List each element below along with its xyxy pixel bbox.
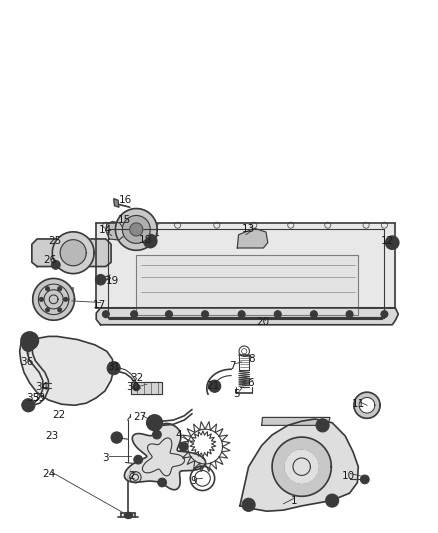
Circle shape (316, 419, 329, 432)
Circle shape (166, 311, 173, 318)
Text: 32: 32 (131, 373, 144, 383)
Circle shape (386, 236, 399, 249)
Ellipse shape (124, 512, 133, 519)
Circle shape (360, 475, 369, 484)
Text: 26: 26 (43, 255, 57, 265)
Text: 30: 30 (126, 382, 139, 392)
Text: 36: 36 (20, 357, 33, 367)
Polygon shape (20, 336, 114, 405)
Text: 1: 1 (290, 496, 297, 506)
Text: 17: 17 (93, 300, 106, 310)
Polygon shape (136, 255, 358, 315)
Circle shape (102, 311, 110, 318)
Text: 8: 8 (248, 354, 255, 364)
Text: 23: 23 (45, 431, 58, 441)
Polygon shape (285, 450, 318, 483)
Text: 15: 15 (117, 215, 131, 225)
Text: 2: 2 (128, 471, 134, 481)
Text: 34: 34 (35, 382, 48, 392)
Circle shape (144, 235, 157, 248)
Text: 14: 14 (99, 225, 113, 236)
Polygon shape (110, 317, 382, 319)
Circle shape (95, 274, 106, 285)
Text: 10: 10 (342, 471, 355, 481)
Circle shape (57, 287, 62, 291)
Text: 5: 5 (233, 389, 240, 399)
Circle shape (311, 311, 318, 318)
Polygon shape (106, 222, 124, 240)
Polygon shape (131, 382, 162, 393)
Circle shape (39, 297, 44, 302)
Circle shape (57, 308, 62, 312)
Text: 12: 12 (381, 236, 395, 246)
Polygon shape (272, 437, 331, 496)
Polygon shape (359, 398, 375, 413)
Text: 18: 18 (138, 235, 152, 245)
Circle shape (152, 430, 161, 439)
Polygon shape (237, 228, 268, 248)
Text: 22: 22 (52, 410, 65, 420)
Circle shape (107, 362, 120, 375)
Circle shape (180, 442, 188, 451)
Circle shape (238, 311, 245, 318)
Polygon shape (96, 308, 398, 325)
Polygon shape (52, 232, 94, 273)
Circle shape (22, 399, 35, 412)
Text: 7: 7 (229, 361, 235, 371)
Circle shape (133, 384, 140, 391)
Text: 9: 9 (191, 476, 197, 486)
Circle shape (201, 311, 208, 318)
Circle shape (131, 311, 138, 318)
Text: 27: 27 (133, 413, 146, 423)
Text: 31: 31 (107, 362, 120, 372)
Circle shape (242, 498, 255, 511)
Circle shape (22, 338, 35, 351)
Polygon shape (114, 199, 119, 207)
Text: 3: 3 (102, 453, 109, 463)
Polygon shape (32, 239, 111, 266)
Circle shape (51, 261, 60, 269)
Circle shape (67, 246, 80, 259)
Circle shape (158, 478, 166, 487)
Circle shape (346, 311, 353, 318)
Polygon shape (130, 223, 143, 236)
Polygon shape (96, 223, 395, 308)
Text: 24: 24 (42, 469, 56, 479)
Polygon shape (116, 208, 157, 251)
Text: 20: 20 (256, 317, 269, 327)
Circle shape (208, 380, 221, 392)
Circle shape (64, 297, 68, 302)
Polygon shape (60, 240, 86, 266)
Circle shape (111, 432, 122, 443)
Text: 4: 4 (176, 430, 182, 440)
Text: 35: 35 (26, 393, 39, 403)
Circle shape (274, 311, 281, 318)
Text: 6: 6 (247, 378, 254, 388)
Circle shape (134, 455, 142, 464)
Polygon shape (122, 215, 150, 244)
Text: 13: 13 (242, 224, 255, 235)
Text: 33: 33 (32, 393, 45, 403)
Polygon shape (354, 392, 380, 418)
Circle shape (325, 494, 339, 507)
Circle shape (46, 308, 49, 312)
Polygon shape (240, 419, 358, 511)
Text: 21: 21 (206, 381, 219, 391)
Text: 25: 25 (48, 236, 61, 246)
Polygon shape (33, 278, 74, 320)
Text: 11: 11 (352, 399, 365, 409)
Circle shape (147, 415, 162, 431)
Circle shape (46, 287, 49, 291)
Text: 19: 19 (106, 276, 119, 286)
Text: 16: 16 (119, 195, 132, 205)
Polygon shape (124, 423, 205, 490)
Circle shape (381, 311, 388, 318)
Polygon shape (261, 417, 330, 425)
Circle shape (150, 418, 159, 427)
Circle shape (21, 332, 39, 349)
